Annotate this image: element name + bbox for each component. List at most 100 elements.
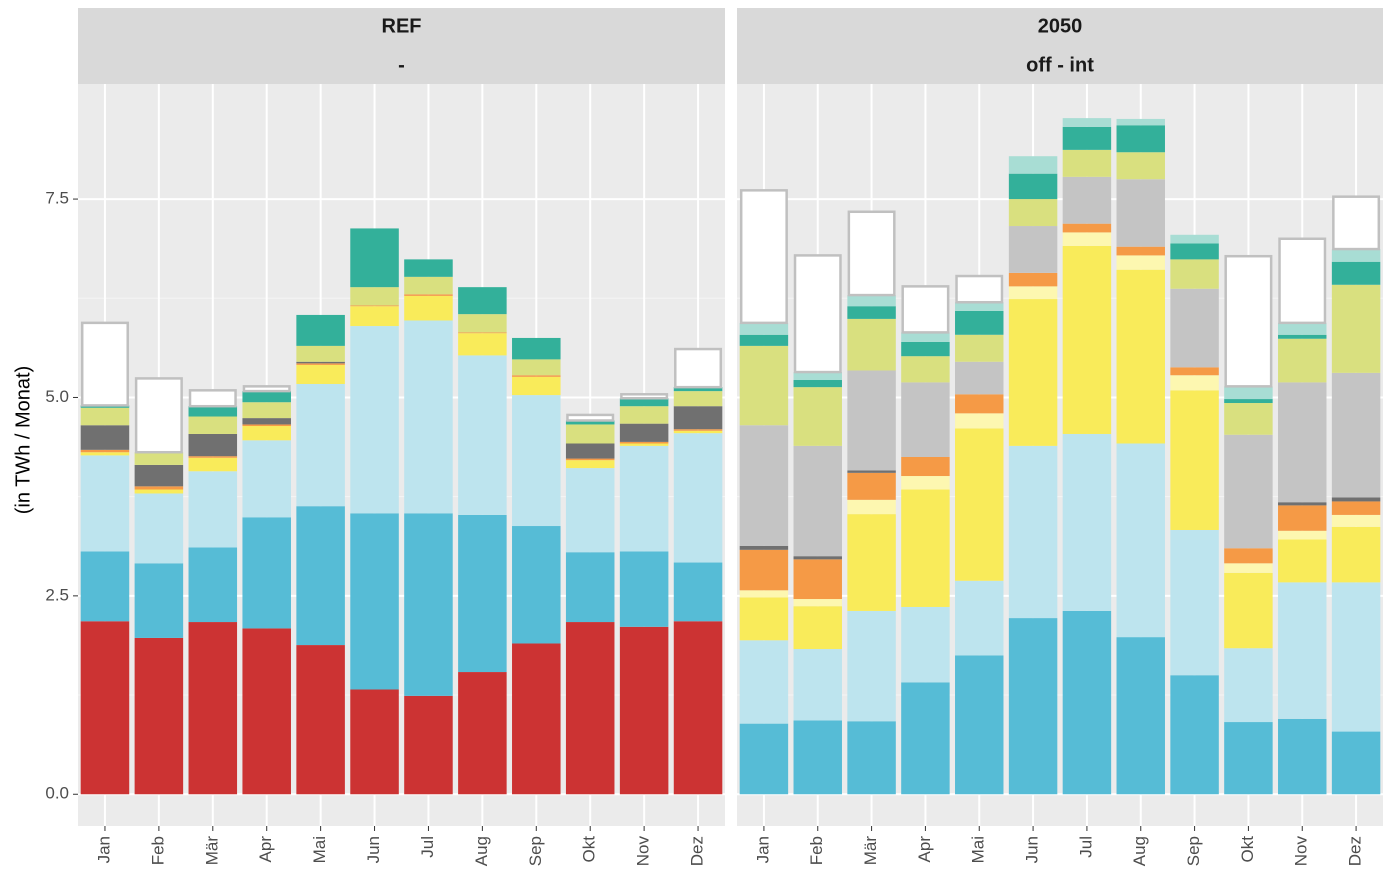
bar-segment [458, 355, 507, 515]
facet-subtitle: - [398, 54, 405, 76]
bar-segment [188, 471, 238, 548]
bar-segment [1224, 548, 1273, 564]
bar-segment [242, 402, 291, 419]
x-tick-label: Jan [753, 836, 772, 863]
bar-segment [1116, 125, 1165, 153]
bar-segment [1008, 445, 1058, 619]
bar-segment [1062, 223, 1112, 233]
bar-segment [955, 428, 1004, 581]
bar-segment [80, 425, 130, 450]
bar-segment [512, 395, 561, 527]
bar-segment [1331, 731, 1381, 795]
x-tick-label: Jul [418, 836, 437, 858]
bar-segment [296, 645, 345, 795]
bar-segment [847, 499, 896, 515]
x-tick-label: Aug [472, 836, 491, 866]
bar-segment [620, 393, 669, 400]
bar-segment [901, 382, 950, 457]
bar-segment [1062, 176, 1112, 224]
bar-segment [404, 276, 453, 295]
bar-segment [350, 326, 399, 514]
bar-segment [673, 621, 723, 795]
bar-segment [901, 332, 950, 342]
bar-segment [1331, 372, 1381, 498]
bar-segment [1116, 152, 1165, 180]
bar-segment [565, 443, 615, 459]
bar-segment [1224, 434, 1273, 549]
x-tick-label: Mär [861, 836, 880, 866]
x-tick-label: Jan [94, 836, 113, 863]
x-tick-label: Jul [1076, 836, 1095, 858]
bar-segment [80, 321, 129, 407]
bar-segment [955, 274, 1004, 304]
x-tick-label: Jun [1023, 836, 1042, 863]
bar-segment [134, 377, 183, 454]
bar-segment [673, 391, 723, 407]
bar-segment [1008, 226, 1058, 273]
bar-segment [847, 295, 896, 307]
bar-segment [296, 363, 345, 365]
bar-segment [296, 345, 345, 362]
bar-segment [1170, 375, 1219, 391]
bar-segment [793, 387, 842, 446]
bar-segment [296, 364, 345, 384]
bar-segment [793, 556, 842, 560]
bar-segment [1224, 563, 1273, 573]
bar-segment [673, 562, 723, 622]
bar-segment [565, 622, 615, 795]
bar-segment [1278, 539, 1327, 583]
bar-segment [1116, 637, 1165, 795]
bar-segment [1116, 118, 1165, 126]
bar-segment [296, 314, 345, 346]
bar-segment [673, 433, 723, 563]
y-tick-label: 7.5 [45, 189, 69, 208]
bar-segment [901, 341, 950, 357]
facet-subtitle: off - int [1026, 54, 1094, 76]
bar-segment [847, 514, 896, 611]
bar-segment [1170, 259, 1219, 289]
bar-segment [955, 302, 1004, 311]
bar-segment [512, 376, 561, 396]
bar-segment [566, 413, 615, 422]
x-tick-label: Feb [807, 836, 826, 865]
bar-segment [458, 314, 507, 333]
x-tick-label: Mai [310, 836, 329, 863]
bar-segment [793, 649, 842, 721]
bar-segment [1224, 572, 1273, 649]
bar-segment [458, 332, 507, 334]
bar-segment [1331, 497, 1381, 502]
bar-segment [739, 545, 789, 550]
bar-segment [1008, 156, 1058, 174]
bar-segment [565, 552, 615, 623]
bar-segment [793, 720, 842, 795]
bar-segment [793, 445, 842, 557]
bar-segment [242, 517, 291, 629]
bar-segment [619, 398, 669, 407]
x-tick-label: Mai [969, 836, 988, 863]
bar-segment [512, 359, 561, 376]
bar-segment [565, 424, 615, 444]
bar-segment [1170, 390, 1219, 530]
bar-segment [404, 294, 453, 296]
x-tick-label: Mär [202, 836, 221, 866]
bar-segment [901, 489, 950, 607]
bar-segment [955, 655, 1004, 795]
bar-segment [1170, 234, 1219, 244]
bar-segment [512, 375, 561, 377]
bar-segment [188, 416, 238, 434]
facet-strip [737, 8, 1383, 84]
bar-segment [134, 563, 184, 638]
bar-segment [1278, 582, 1327, 719]
bar-segment [793, 606, 842, 650]
bar-segment [1278, 530, 1327, 540]
bar-segment [350, 689, 399, 795]
bar-segment [1331, 526, 1381, 583]
bar-segment [739, 425, 789, 546]
bar-segment [739, 549, 789, 591]
y-tick-label: 2.5 [45, 585, 69, 604]
bar-segment [512, 526, 561, 644]
bar-segment [1278, 334, 1327, 339]
bar-segment [1008, 272, 1058, 287]
panel-background [737, 84, 1383, 826]
